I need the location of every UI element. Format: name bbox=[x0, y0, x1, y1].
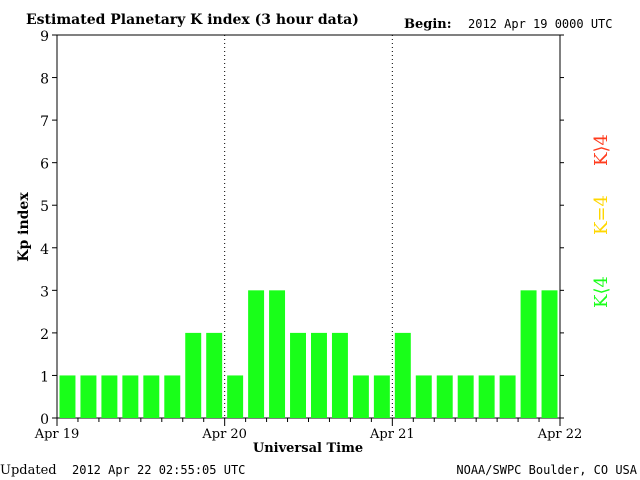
y-tick-label: 6 bbox=[40, 157, 49, 173]
chart-title: Estimated Planetary K index (3 hour data… bbox=[26, 12, 359, 28]
kp-bar bbox=[352, 375, 369, 418]
kp-bar bbox=[59, 375, 76, 418]
kp-bar bbox=[143, 375, 160, 418]
kp-bar bbox=[499, 375, 516, 418]
y-tick-label: 3 bbox=[40, 284, 49, 300]
kp-bar bbox=[248, 290, 265, 418]
begin-value: 2012 Apr 19 0000 UTC bbox=[468, 17, 613, 31]
x-tick-label: Apr 22 bbox=[537, 427, 583, 442]
x-tick-label: Apr 21 bbox=[369, 427, 415, 442]
y-tick-label: 8 bbox=[40, 72, 49, 88]
kp-bar bbox=[122, 375, 139, 418]
kp-bar bbox=[373, 375, 390, 418]
updated-label: Updated bbox=[0, 463, 57, 478]
kp-bar bbox=[206, 332, 223, 418]
y-tick-label: 4 bbox=[40, 242, 49, 258]
legend-k-equal-4: K=4 bbox=[591, 195, 612, 235]
kp-bar bbox=[331, 332, 348, 418]
plot-area bbox=[56, 34, 561, 419]
y-tick-label: 5 bbox=[40, 199, 49, 215]
kp-bar bbox=[269, 290, 286, 418]
updated-value: 2012 Apr 22 02:55:05 UTC bbox=[72, 463, 245, 477]
kp-bar bbox=[436, 375, 453, 418]
kp-bar bbox=[478, 375, 495, 418]
kp-bar bbox=[394, 332, 411, 418]
y-tick-label: 9 bbox=[40, 29, 49, 45]
x-axis-title: Universal Time bbox=[253, 441, 363, 456]
y-tick-label: 0 bbox=[40, 412, 49, 428]
y-axis: 0 1 2 3 4 5 6 7 8 9 bbox=[40, 29, 564, 428]
begin-label: Begin: bbox=[404, 17, 452, 32]
legend-k-greater-4: K⟩4 bbox=[591, 134, 612, 166]
y-tick-label: 1 bbox=[40, 369, 49, 385]
y-tick-label: 7 bbox=[40, 114, 49, 130]
kp-bar bbox=[164, 375, 181, 418]
kp-bar bbox=[101, 375, 118, 418]
x-axis: Apr 19 Apr 20 Apr 21 Apr 22 bbox=[34, 418, 583, 442]
bar-group bbox=[59, 290, 558, 418]
x-tick-label: Apr 20 bbox=[201, 427, 247, 442]
kp-bar bbox=[185, 332, 202, 418]
kp-bar bbox=[80, 375, 97, 418]
kp-bar bbox=[311, 332, 327, 418]
source-credit: NOAA/SWPC Boulder, CO USA bbox=[456, 463, 637, 477]
kp-bar bbox=[457, 375, 474, 418]
x-tick-label: Apr 19 bbox=[34, 427, 80, 442]
y-axis-title: Kp index bbox=[16, 192, 32, 262]
y-tick-label: 2 bbox=[40, 327, 49, 343]
kp-bar bbox=[415, 375, 432, 418]
kp-bar bbox=[227, 375, 244, 418]
kp-bar bbox=[520, 290, 537, 418]
legend-k-less-4: K⟨4 bbox=[591, 276, 612, 308]
kp-bar bbox=[290, 332, 306, 418]
kp-bar bbox=[541, 290, 558, 418]
